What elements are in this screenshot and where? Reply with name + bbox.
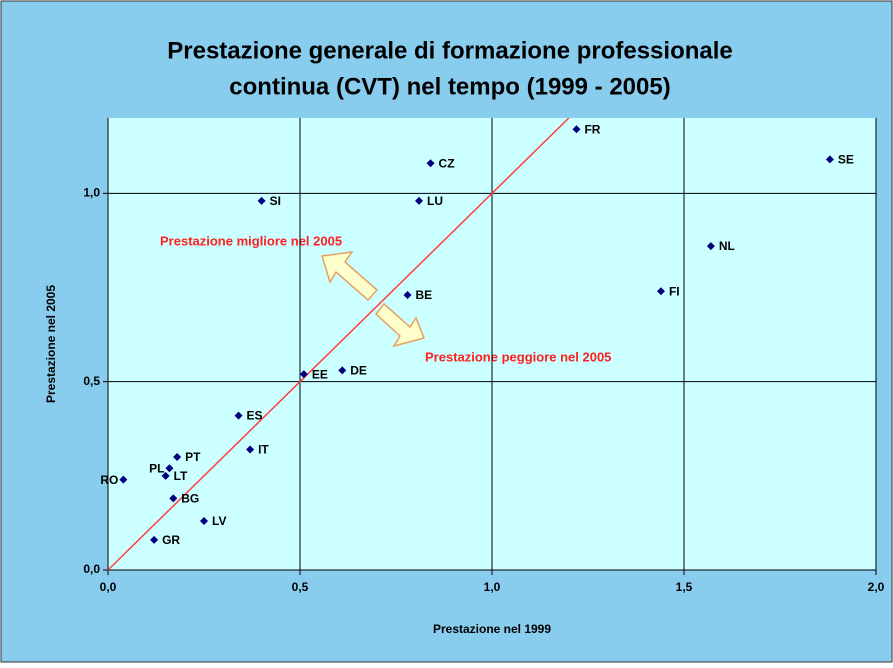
point [161,471,170,480]
chart-title: Prestazione generale di formazione profe… [167,37,733,64]
y-axis-title: Prestazione nel 2005 [44,285,58,403]
point [403,291,412,300]
point [299,370,308,379]
x-tick-label: 0,0 [100,580,117,594]
point-label: LV [212,514,226,528]
point [338,366,347,375]
point [572,125,581,134]
arrow-up [321,251,379,302]
point-label: FI [669,284,680,298]
point [169,494,178,503]
annotation: Prestazione peggiore nel 2005 [425,349,611,364]
point [246,445,255,454]
point-label: RO [100,473,118,487]
point [173,453,182,461]
point-label: LT [174,469,188,483]
point-label: GR [162,533,180,547]
x-axis-title: Prestazione nel 1999 [433,622,551,636]
point-label: BG [181,492,199,506]
point-label: LU [427,194,443,208]
point [706,242,715,251]
reference-line [107,117,570,571]
point [119,475,128,484]
point-label: DE [350,364,367,378]
point-label: ES [247,409,263,423]
x-tick-label: 1,0 [484,580,501,594]
point-label: FR [584,122,600,136]
point-label: PL [149,461,164,475]
point-label: EE [312,367,328,381]
point-label: NL [719,239,735,253]
point [150,535,159,544]
y-tick-label: 1,0 [83,186,100,200]
point [426,159,435,168]
point [234,411,243,420]
x-tick-label: 0,5 [292,580,309,594]
point [257,196,266,205]
y-tick-label: 0,0 [83,562,100,576]
point-label: CZ [439,156,455,170]
point-label: BE [416,288,433,302]
y-tick-label: 0,5 [83,374,100,388]
annotation: Prestazione migliore nel 2005 [160,233,342,248]
point-label: SE [838,153,854,167]
point-label: PT [185,450,201,464]
point [656,287,665,296]
point [165,464,174,473]
point-label: IT [258,443,269,457]
x-tick-label: 1,5 [676,580,693,594]
x-tick-label: 2,0 [868,580,885,594]
point-label: SI [270,194,281,208]
arrow-down [374,302,426,348]
point [200,517,208,526]
chart-title: continua (CVT) nel tempo (1999 - 2005) [229,73,670,100]
point [825,155,834,164]
point [415,196,424,205]
